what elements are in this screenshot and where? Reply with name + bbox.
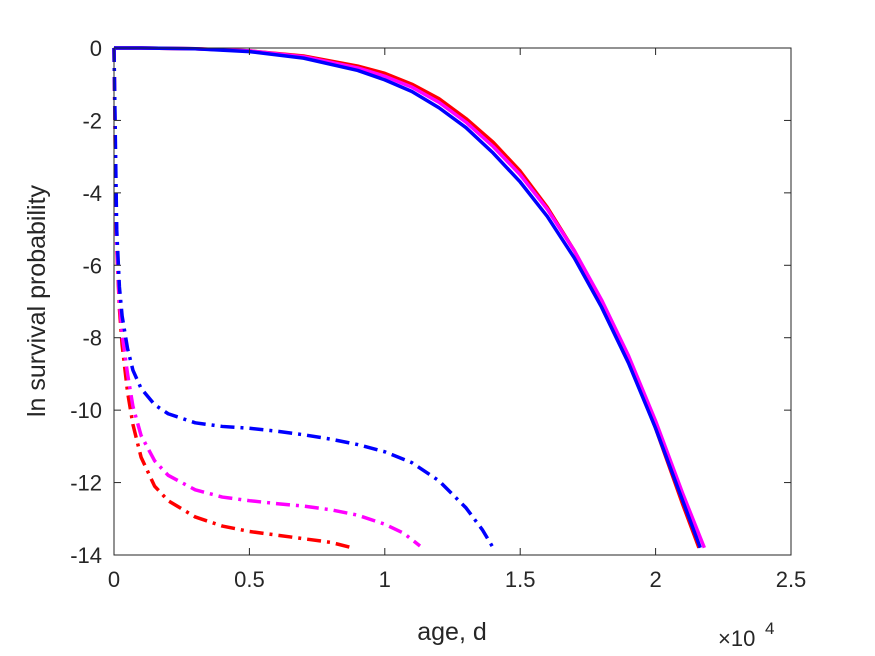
y-tick-label: -2 xyxy=(82,108,102,133)
y-tick-label: -12 xyxy=(70,471,102,496)
x-axis-label: age, d xyxy=(417,618,487,646)
y-tick-label: 0 xyxy=(90,36,102,61)
x-tick-label: 2.5 xyxy=(776,567,807,592)
y-tick-label: -6 xyxy=(82,253,102,278)
y-tick-label: -14 xyxy=(70,543,102,568)
plot-area xyxy=(114,48,791,555)
x-axis-multiplier: ×10 xyxy=(718,626,755,651)
y-axis-label: ln survival probability xyxy=(23,184,51,417)
x-axis-multiplier-exponent: 4 xyxy=(765,619,774,638)
series-line-5 xyxy=(112,47,422,548)
x-tick-label: 1.5 xyxy=(505,567,536,592)
y-tick-label: -4 xyxy=(82,181,102,206)
x-tick-label: 2 xyxy=(649,567,661,592)
x-tick-label: 1 xyxy=(379,567,391,592)
series-line-6 xyxy=(112,47,495,549)
x-axis-ticks: 0 0.5 1 1.5 2 2.5 xyxy=(108,48,806,592)
y-tick-label: -10 xyxy=(70,398,102,423)
x-tick-label: 0.5 xyxy=(234,567,265,592)
y-axis-ticks: 0 -2 -4 -6 -8 -10 -12 -14 xyxy=(70,36,791,568)
y-tick-label: -8 xyxy=(82,326,102,351)
plot-frame xyxy=(113,47,792,556)
x-tick-label: 0 xyxy=(108,567,120,592)
